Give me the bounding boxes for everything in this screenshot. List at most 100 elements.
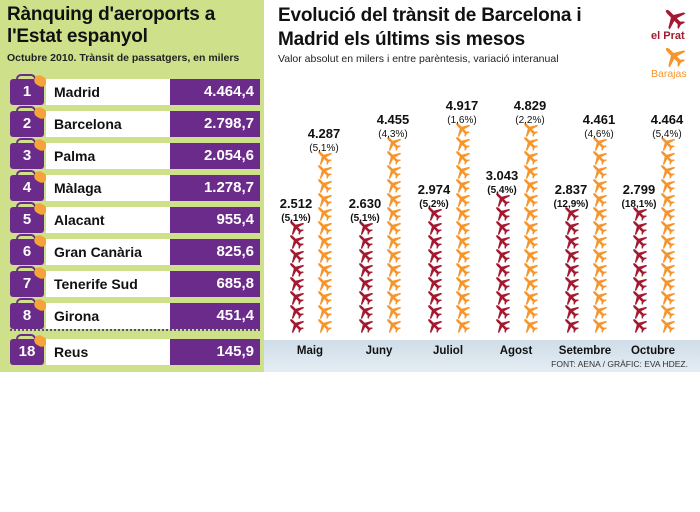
airplane-icon (381, 145, 405, 169)
bar-prat (559, 201, 583, 337)
data-label: 4.455 (377, 112, 410, 127)
airplane-icon (518, 243, 542, 267)
airport-name: Gran Canària (46, 239, 170, 265)
airplane-icon (627, 257, 651, 281)
passenger-value: 451,4 (170, 303, 260, 329)
airplane-icon (655, 299, 679, 323)
airplane-icon (381, 299, 405, 323)
data-label: 2.837 (555, 182, 588, 197)
airport-name: Palma (46, 143, 170, 169)
bar-barajas (312, 145, 336, 337)
suitcase-icon: 7 (10, 265, 49, 297)
airplane-icon (655, 243, 679, 267)
airplane-icon (284, 271, 308, 295)
variation-label: (12,9%) (553, 199, 588, 210)
airplane-icon (381, 187, 405, 211)
airplane-icon (587, 173, 611, 197)
data-label: 2.799 (623, 182, 656, 197)
category-label: Juliol (433, 345, 463, 357)
chart-floor (264, 340, 700, 372)
airplane-icon (450, 299, 474, 323)
airplane-icon (450, 243, 474, 267)
rank-number: 18 (18, 343, 36, 360)
evolution-panel (264, 0, 700, 372)
airport-name: Alacant (46, 207, 170, 233)
airplane-icon (490, 201, 514, 225)
airplane-icon (312, 271, 336, 295)
variation-label: (4,3%) (378, 129, 407, 140)
category-label: Octubre (631, 345, 675, 357)
ranking-row: 2 Barcelona 2.798,7 (10, 105, 260, 137)
airplane-icon (587, 215, 611, 239)
airplane-icon (518, 257, 542, 281)
airplane-icon (450, 229, 474, 253)
ranking-row: 7 Tenerife Sud 685,8 (10, 265, 260, 297)
airplane-icon (422, 313, 446, 337)
airplane-icon (353, 285, 377, 309)
airplane-icon (587, 299, 611, 323)
variation-label: (5,1%) (350, 213, 379, 224)
data-label: 4.917 (446, 98, 479, 113)
airplane-icon (312, 243, 336, 267)
suitcase-icon: 3 (10, 137, 49, 169)
airplane-icon (627, 299, 651, 323)
category-label: Setembre (559, 345, 611, 357)
airplane-icon (353, 257, 377, 281)
airplane-icon (353, 299, 377, 323)
airplane-icon (559, 285, 583, 309)
passenger-value: 2.798,7 (170, 111, 260, 137)
airplane-icon (353, 271, 377, 295)
airplane-icon (627, 243, 651, 267)
passenger-value: 825,6 (170, 239, 260, 265)
legend-prat-airplane-icon (665, 9, 686, 30)
airplane-icon (627, 229, 651, 253)
airplane-icon (422, 257, 446, 281)
chart-subtitle: Valor absolut en milers i entre parèntes… (278, 53, 559, 65)
airplane-icon (312, 187, 336, 211)
airplane-icon (450, 257, 474, 281)
rank-number: 6 (22, 243, 32, 260)
bar-barajas (518, 117, 542, 337)
airplane-icon (627, 271, 651, 295)
airplane-icon (312, 215, 336, 239)
bar-barajas (655, 131, 679, 337)
chart-title: Evolució del trànsit de Barcelona i Madr… (278, 5, 582, 50)
suitcase-icon: 1 (10, 73, 49, 105)
airplane-icon (312, 201, 336, 225)
airplane-icon (450, 187, 474, 211)
airplane-icon (655, 285, 679, 309)
plane-bar-chart: 2.512 (5,1%) 2.630 (5,1%) 2.974 (5,2%) 3.043 (5… (280, 98, 684, 357)
airport-name: Màlaga (46, 175, 170, 201)
suitcase-icon: 2 (10, 105, 49, 137)
variation-label: (5,2%) (419, 199, 448, 210)
airplane-icon (518, 299, 542, 323)
rank-number: 2 (22, 115, 32, 132)
data-label: 4.287 (308, 126, 341, 141)
airplane-icon (422, 285, 446, 309)
passenger-value: 955,4 (170, 207, 260, 233)
airplane-icon (450, 215, 474, 239)
airplane-icon (518, 173, 542, 197)
airplane-icon (381, 229, 405, 253)
ranking-row: 8 Girona 451,4 (10, 297, 260, 329)
airplane-icon (587, 159, 611, 183)
passenger-value: 2.054,6 (170, 143, 260, 169)
rank-number: 7 (22, 275, 32, 292)
ranking-row: 4 Màlaga 1.278,7 (10, 169, 260, 201)
airplane-icon (655, 173, 679, 197)
airplane-icon (587, 271, 611, 295)
airplane-icon (587, 243, 611, 267)
airplane-icon (490, 215, 514, 239)
airplane-icon (381, 271, 405, 295)
airplane-icon (422, 271, 446, 295)
airplane-icon (655, 271, 679, 295)
rank-number: 5 (22, 211, 32, 228)
suitcase-icon: 18 (10, 333, 49, 365)
airplane-icon (381, 257, 405, 281)
airplane-icon (655, 215, 679, 239)
airplane-icon (381, 159, 405, 183)
airplane-icon (518, 159, 542, 183)
ranking-subtitle: Octubre 2010. Trànsit de passatgers, en … (7, 52, 240, 64)
airplane-icon (353, 313, 377, 337)
airplane-icon (587, 187, 611, 211)
